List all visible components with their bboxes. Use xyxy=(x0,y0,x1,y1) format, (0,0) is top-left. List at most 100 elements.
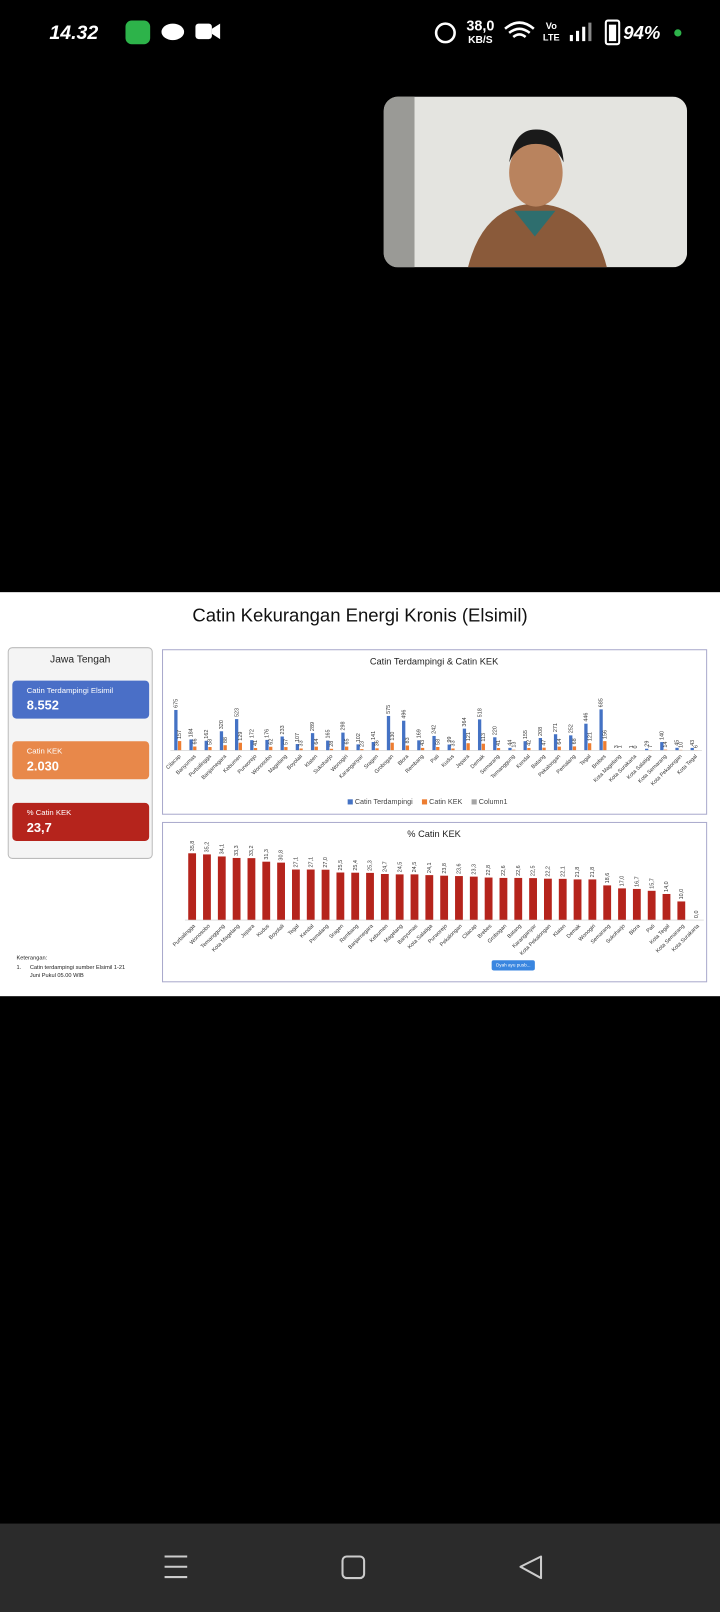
data-label: 162 xyxy=(204,730,210,739)
bar xyxy=(462,728,467,751)
data-label: 176 xyxy=(265,729,271,738)
data-label: 88 xyxy=(223,737,229,743)
bar xyxy=(380,874,389,921)
data-label: 233 xyxy=(280,725,286,734)
card xyxy=(12,680,150,719)
bar xyxy=(360,749,364,751)
bar xyxy=(432,735,436,751)
data-label: 41 xyxy=(496,740,502,746)
bar xyxy=(569,735,573,751)
bar xyxy=(660,742,664,751)
data-label: 0,0 xyxy=(694,910,700,918)
back-button[interactable] xyxy=(519,1555,543,1580)
data-label: 14 xyxy=(663,742,669,748)
data-label: 27,1 xyxy=(308,857,314,868)
bar xyxy=(402,720,406,751)
data-label: 685 xyxy=(599,698,605,707)
bar xyxy=(514,877,523,921)
bar xyxy=(420,747,425,751)
data-label: 113 xyxy=(481,733,487,742)
bar xyxy=(203,854,211,921)
bar xyxy=(455,876,463,921)
data-label: 156 xyxy=(602,730,608,739)
bar xyxy=(321,869,330,921)
card-value: 23,7 xyxy=(27,820,52,835)
card-label: % Catin KEK xyxy=(27,808,72,817)
data-label: 220 xyxy=(492,726,498,735)
bar xyxy=(366,872,374,921)
wifi-icon xyxy=(504,21,535,39)
bar xyxy=(499,877,508,921)
data-label: 22,8 xyxy=(486,865,492,876)
bar xyxy=(572,746,577,751)
data-label: 242 xyxy=(432,725,438,734)
data-label: 34,1 xyxy=(219,844,225,855)
data-label: 16,7 xyxy=(634,876,640,887)
panel-title: Jawa Tengah xyxy=(50,655,111,666)
clock: 14.32 xyxy=(49,22,98,44)
bar xyxy=(543,878,552,921)
bar xyxy=(188,853,197,921)
data-label: 121 xyxy=(587,732,593,741)
bar xyxy=(280,736,284,751)
bar xyxy=(314,746,318,751)
data-label: 102 xyxy=(356,733,362,742)
data-label: 42 xyxy=(527,740,533,746)
data-label: 6 xyxy=(694,745,700,748)
data-label: 24,5 xyxy=(397,862,403,873)
bar xyxy=(284,747,288,751)
data-label: 23,6 xyxy=(457,863,463,874)
data-label: 57 xyxy=(284,739,290,745)
data-label: 184 xyxy=(189,728,195,737)
bar xyxy=(386,715,391,751)
bar xyxy=(204,740,208,751)
bar xyxy=(662,893,671,921)
bar xyxy=(523,741,527,751)
data-label: 30,8 xyxy=(279,850,285,861)
chart-title: % Catin KEK xyxy=(407,829,461,839)
data-label: 23 xyxy=(359,741,365,747)
data-label: 35,2 xyxy=(205,842,211,853)
bar xyxy=(508,747,512,751)
bar xyxy=(174,709,178,751)
card xyxy=(12,741,150,780)
bar xyxy=(250,740,254,751)
bar xyxy=(603,741,607,751)
data-label: 66 xyxy=(192,738,198,744)
data-label: 21,8 xyxy=(575,867,581,878)
bar xyxy=(310,733,315,751)
data-label: 83 xyxy=(405,737,411,743)
bar xyxy=(618,888,626,921)
data-label: 298 xyxy=(341,721,347,730)
bar xyxy=(417,740,421,751)
bar xyxy=(219,731,224,751)
bar xyxy=(603,885,612,921)
data-label: 107 xyxy=(295,733,301,742)
bar xyxy=(329,748,334,751)
data-label: 64 xyxy=(557,739,563,745)
legend-swatch xyxy=(471,799,477,805)
data-label: 27,0 xyxy=(323,857,329,868)
card-value: 8.552 xyxy=(27,698,59,713)
x-tick-label: Pati xyxy=(645,923,656,934)
bar xyxy=(675,747,679,751)
slide-title: Catin Kekurangan Energi Kronis (Elsimil) xyxy=(192,605,527,626)
data-label: 129 xyxy=(238,732,244,741)
notes-number: 1. xyxy=(16,965,21,971)
notes-text: Catin terdampingi sumber Elsimil 1-21 xyxy=(30,965,125,971)
home-button[interactable] xyxy=(341,1555,366,1580)
data-label: 0 xyxy=(633,745,639,748)
bar xyxy=(277,862,285,921)
bar xyxy=(306,869,315,921)
data-label: 45 xyxy=(675,740,681,746)
bar xyxy=(356,744,360,751)
data-label: 21,8 xyxy=(590,867,596,878)
menu-button[interactable] xyxy=(164,1555,188,1579)
bar xyxy=(477,719,482,751)
bar xyxy=(493,737,497,751)
video-icon xyxy=(195,23,212,40)
data-label: 518 xyxy=(477,708,483,717)
data-label: 35,8 xyxy=(190,841,196,852)
data-label: 140 xyxy=(659,731,665,740)
cards: Catin Terdampingi Elsimil 8.552 Catin KEK 2… xyxy=(12,680,150,841)
